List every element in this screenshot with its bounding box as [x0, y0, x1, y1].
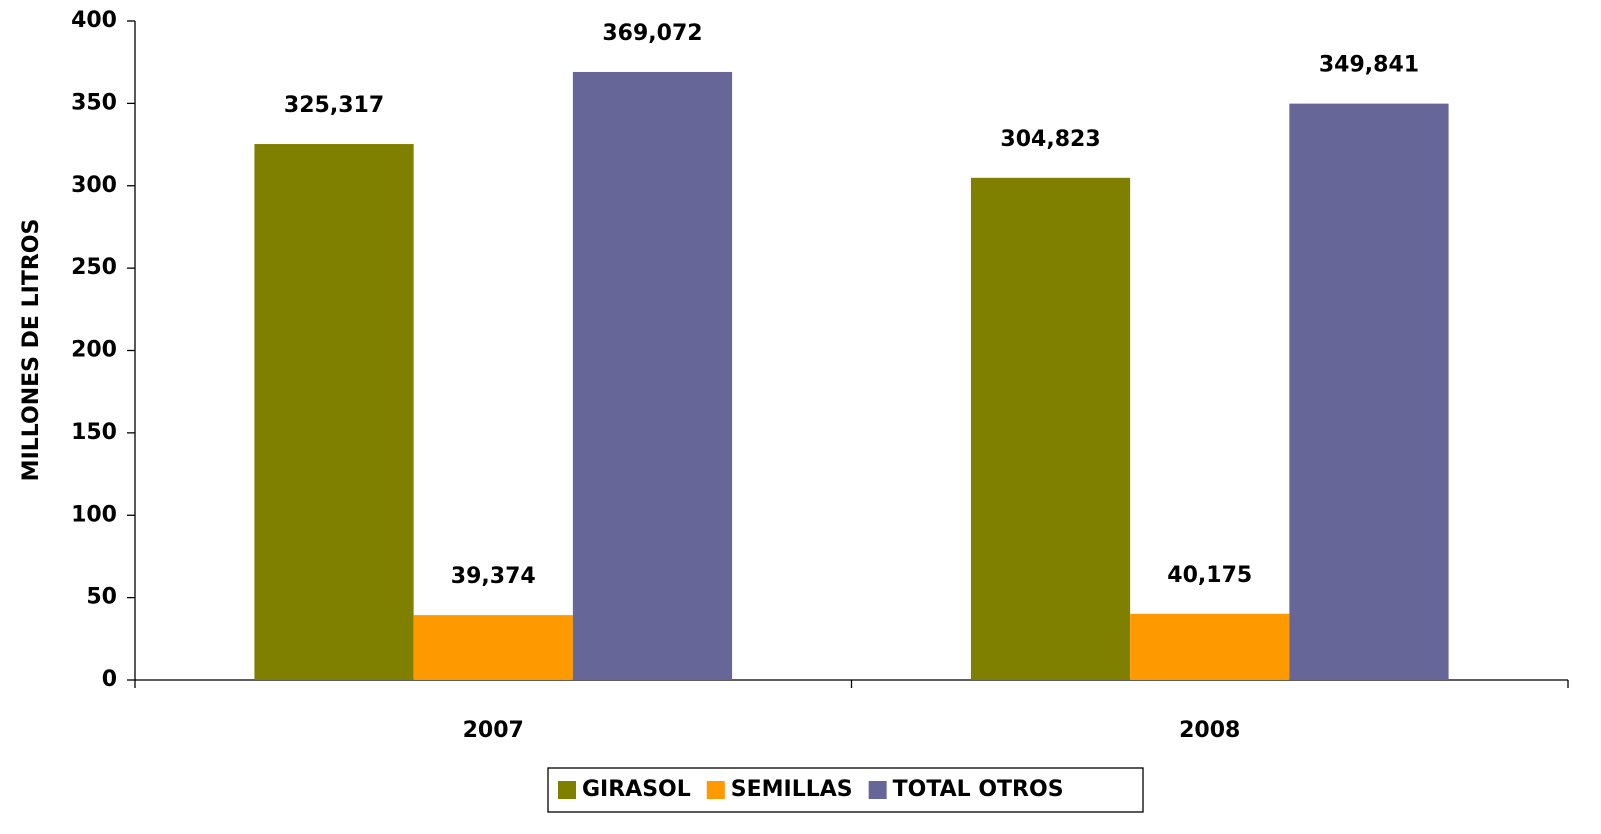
x-tick-label: 2007	[463, 718, 524, 743]
y-tick-label: 250	[71, 255, 117, 280]
y-tick-label: 200	[71, 338, 117, 363]
y-tick-label: 50	[86, 585, 117, 610]
data-label: 39,374	[451, 564, 536, 589]
legend-box	[547, 767, 1144, 813]
legend-label: SEMILLAS	[731, 777, 853, 802]
bar	[413, 615, 573, 680]
data-label: 325,317	[284, 93, 384, 118]
data-label: 369,072	[602, 21, 702, 46]
data-label: 304,823	[1000, 127, 1100, 152]
y-axis-title: MILLONES DE LITROS	[19, 219, 44, 482]
data-label: 349,841	[1319, 53, 1419, 78]
data-label: 40,175	[1167, 563, 1252, 588]
bar	[970, 177, 1131, 680]
y-tick-label: 100	[71, 502, 117, 527]
bar	[1289, 103, 1449, 680]
y-tick-label: 0	[102, 667, 117, 692]
legend-swatch	[868, 781, 887, 799]
bar	[1130, 613, 1290, 680]
x-tick-label: 2008	[1179, 718, 1240, 743]
y-tick-label: 150	[71, 420, 117, 445]
y-tick-label: 300	[71, 173, 117, 198]
y-tick-label: 400	[71, 8, 117, 33]
bar	[254, 144, 414, 681]
legend-label: TOTAL OTROS	[893, 777, 1064, 802]
legend-swatch	[558, 781, 576, 799]
legend-label: GIRASOL	[582, 777, 691, 802]
y-tick-label: 350	[71, 90, 117, 115]
bar	[572, 71, 733, 681]
legend-swatch	[706, 781, 725, 799]
